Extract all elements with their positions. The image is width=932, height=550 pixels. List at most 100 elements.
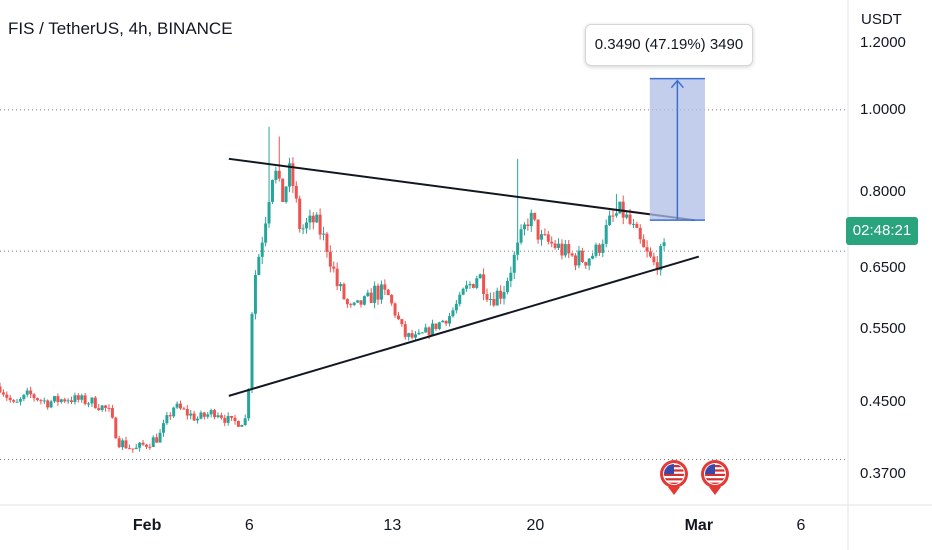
candle-body-125 bbox=[424, 327, 428, 333]
candle-body-155 bbox=[526, 224, 530, 227]
candle-body-65 bbox=[219, 415, 223, 418]
candle-29 bbox=[97, 404, 101, 411]
candle-45 bbox=[151, 435, 155, 448]
measure-tooltip: 0.3490 (47.19%) 3490 bbox=[585, 24, 753, 66]
candle-149 bbox=[505, 277, 509, 295]
candle-32 bbox=[107, 404, 111, 412]
candle-113 bbox=[383, 279, 387, 295]
candle-21 bbox=[70, 396, 74, 404]
candle-body-173 bbox=[587, 258, 591, 266]
candle-body-156 bbox=[529, 212, 533, 227]
countdown-price-tag: 02:48:21 bbox=[846, 217, 918, 245]
candle-body-4 bbox=[12, 400, 16, 402]
candle-body-144 bbox=[488, 298, 492, 300]
candle-57 bbox=[192, 410, 196, 421]
candle-body-103 bbox=[349, 304, 353, 306]
candle-70 bbox=[236, 420, 240, 428]
candle-3 bbox=[8, 395, 12, 403]
candle-body-149 bbox=[505, 280, 509, 293]
candle-body-183 bbox=[621, 201, 625, 218]
candle-body-193 bbox=[655, 262, 659, 271]
candle-body-180 bbox=[611, 215, 615, 217]
candle-103 bbox=[349, 302, 353, 308]
candle-body-99 bbox=[335, 268, 339, 287]
candle-body-19 bbox=[63, 399, 67, 402]
candle-body-10 bbox=[32, 394, 36, 399]
candle-79 bbox=[267, 126, 271, 228]
candle-168 bbox=[570, 252, 574, 258]
candle-body-86 bbox=[291, 163, 295, 186]
candle-141 bbox=[478, 273, 482, 279]
candle-82 bbox=[277, 136, 281, 182]
candle-body-48 bbox=[161, 423, 165, 433]
us-flag-icon[interactable] bbox=[700, 458, 730, 496]
candle-body-97 bbox=[328, 251, 332, 267]
candle-187 bbox=[635, 221, 639, 229]
candle-158 bbox=[536, 219, 540, 244]
candle-46 bbox=[155, 433, 159, 444]
candle-body-128 bbox=[434, 323, 438, 329]
candle-body-109 bbox=[369, 292, 373, 303]
candle-62 bbox=[209, 408, 213, 418]
candle-173 bbox=[587, 258, 591, 271]
candle-127 bbox=[431, 319, 435, 337]
candle-body-79 bbox=[267, 201, 271, 224]
candle-body-124 bbox=[420, 332, 424, 334]
candle-101 bbox=[342, 282, 346, 300]
candle-body-94 bbox=[318, 214, 322, 235]
trendline-1 bbox=[228, 255, 700, 397]
candle-body-25 bbox=[83, 395, 87, 404]
candle-164 bbox=[557, 238, 561, 251]
candle-body-121 bbox=[410, 333, 414, 338]
candle-150 bbox=[509, 266, 513, 288]
candle-body-160 bbox=[543, 234, 547, 236]
candle-148 bbox=[502, 286, 506, 305]
candle-body-139 bbox=[471, 284, 475, 288]
candle-12 bbox=[39, 398, 43, 405]
candle-53 bbox=[178, 400, 182, 410]
candle-137 bbox=[465, 280, 469, 292]
candle-26 bbox=[87, 401, 91, 408]
candle-8 bbox=[25, 387, 29, 398]
candle-body-87 bbox=[294, 185, 298, 199]
candle-87 bbox=[294, 181, 298, 203]
candle-147 bbox=[499, 285, 503, 305]
candle-72 bbox=[243, 414, 247, 426]
x-tick-label: Feb bbox=[132, 517, 162, 534]
candle-body-146 bbox=[495, 290, 499, 306]
candle-188 bbox=[638, 224, 642, 244]
candle-body-111 bbox=[376, 285, 380, 300]
candle-108 bbox=[366, 289, 370, 297]
candle-body-22 bbox=[73, 395, 77, 403]
candle-body-152 bbox=[516, 242, 520, 255]
candle-42 bbox=[141, 439, 145, 446]
candle-body-3 bbox=[8, 397, 12, 401]
candle-body-54 bbox=[182, 408, 186, 410]
trendline-0 bbox=[228, 157, 695, 222]
candle-body-78 bbox=[264, 223, 268, 243]
candle-body-108 bbox=[366, 292, 370, 297]
candle-16 bbox=[52, 395, 56, 403]
price-unit: USDT bbox=[861, 11, 902, 28]
candle-body-95 bbox=[322, 233, 326, 235]
candle-129 bbox=[437, 321, 441, 331]
candle-88 bbox=[298, 195, 302, 233]
candle-body-162 bbox=[550, 241, 554, 244]
candle-102 bbox=[345, 298, 349, 308]
candle-182 bbox=[618, 201, 622, 215]
candle-body-185 bbox=[628, 214, 632, 224]
candle-10 bbox=[32, 392, 36, 402]
us-flag-icon[interactable] bbox=[659, 458, 689, 496]
x-tick-label: 20 bbox=[526, 517, 545, 534]
y-tick-label: 1.2000 bbox=[860, 34, 906, 52]
candle-94 bbox=[318, 208, 322, 240]
candle-body-34 bbox=[114, 417, 118, 439]
candle-47 bbox=[158, 429, 162, 443]
candle-body-52 bbox=[175, 403, 179, 408]
candle-body-118 bbox=[400, 319, 404, 325]
candle-121 bbox=[410, 329, 414, 340]
candle-body-62 bbox=[209, 410, 213, 415]
candle-body-172 bbox=[584, 262, 588, 266]
candle-20 bbox=[66, 398, 70, 404]
